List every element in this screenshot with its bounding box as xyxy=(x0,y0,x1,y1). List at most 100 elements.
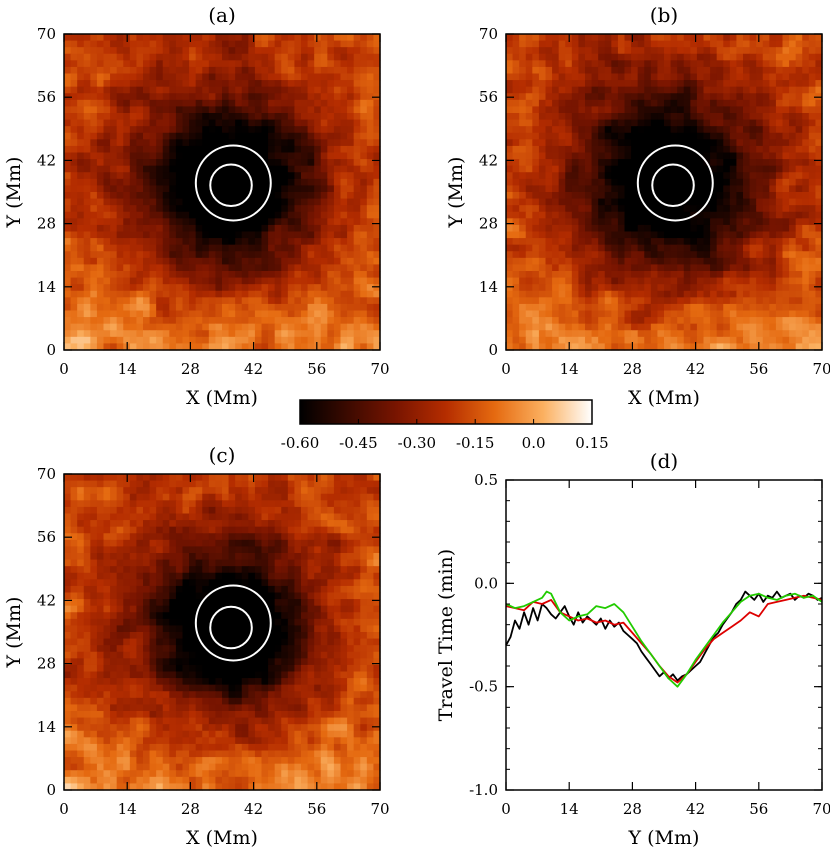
heatmap-cell xyxy=(743,53,751,61)
heatmap-cell xyxy=(519,211,527,219)
heatmap-cell xyxy=(585,165,593,173)
heatmap-cell xyxy=(307,113,315,121)
heatmap-cell xyxy=(143,480,151,488)
heatmap-cell xyxy=(677,310,685,318)
heatmap-cell xyxy=(604,317,612,325)
heatmap-cell xyxy=(532,297,540,305)
heatmap-cell xyxy=(156,185,164,193)
heatmap-cell xyxy=(716,310,724,318)
heatmap-cell xyxy=(129,277,138,285)
heatmap-cell xyxy=(775,290,784,298)
heatmap-cell xyxy=(756,139,764,147)
heatmap-cell xyxy=(129,474,138,482)
heatmap-cell xyxy=(373,119,381,127)
heatmap-cell xyxy=(314,303,322,312)
heatmap-cell xyxy=(775,271,784,279)
heatmap-cell xyxy=(512,106,520,114)
heatmap-cell xyxy=(64,99,72,108)
heatmap-cell xyxy=(347,198,355,206)
heatmap-cell xyxy=(307,251,315,259)
heatmap-cell xyxy=(83,264,91,272)
heatmap-cell xyxy=(143,474,151,482)
heatmap-cell xyxy=(123,297,131,305)
heatmap-cell xyxy=(558,99,566,108)
y-axis-label: Y (Mm) xyxy=(445,157,467,229)
heatmap-cell xyxy=(532,165,540,173)
heatmap-cell xyxy=(591,139,599,147)
heatmap-cell xyxy=(795,132,803,140)
heatmap-cell xyxy=(611,145,619,154)
heatmap-cell xyxy=(558,34,566,42)
heatmap-cell xyxy=(795,60,803,68)
heatmap-cell xyxy=(333,284,342,292)
heatmap-cell xyxy=(756,205,764,213)
heatmap-cell xyxy=(565,277,573,285)
heatmap-cell xyxy=(70,145,78,154)
heatmap-cell xyxy=(320,303,328,312)
heatmap-cell xyxy=(110,132,118,140)
heatmap-cell xyxy=(710,86,718,94)
heatmap-cell xyxy=(525,132,533,140)
heatmap-cell xyxy=(598,277,606,285)
heatmap-cell xyxy=(366,238,375,246)
heatmap-cell xyxy=(736,119,744,127)
heatmap-cell xyxy=(795,271,803,279)
heatmap-cell xyxy=(182,47,190,55)
heatmap-cell xyxy=(254,297,263,305)
heatmap-cell xyxy=(314,264,322,272)
heatmap-cell xyxy=(360,218,368,226)
heatmap-cell xyxy=(373,224,381,233)
heatmap-cell xyxy=(631,238,639,246)
heatmap-cell xyxy=(664,172,672,180)
heatmap-cell xyxy=(815,119,823,127)
y-tick-label: 70 xyxy=(479,25,498,43)
heatmap-cell xyxy=(353,205,361,213)
heatmap-cell xyxy=(512,251,520,259)
heatmap-cell xyxy=(703,244,711,252)
heatmap-cell xyxy=(585,284,593,292)
heatmap-cell xyxy=(558,218,566,226)
heatmap-cell xyxy=(683,218,691,226)
heatmap-cell xyxy=(657,330,665,338)
heatmap-cell xyxy=(795,323,803,331)
heatmap-cell xyxy=(248,480,256,488)
heatmap-cell xyxy=(149,244,157,252)
x-tick-label: 70 xyxy=(812,360,830,378)
heatmap-cell xyxy=(228,218,236,226)
heatmap-cell xyxy=(360,73,368,81)
heatmap-cell xyxy=(215,336,223,345)
heatmap-cell xyxy=(519,330,527,338)
heatmap-cell xyxy=(149,47,157,55)
heatmap-cell xyxy=(195,277,203,285)
heatmap-cell xyxy=(723,93,731,101)
heatmap-cell xyxy=(274,106,282,114)
heatmap-cell xyxy=(222,145,230,154)
heatmap-cell xyxy=(143,500,151,508)
heatmap-cell xyxy=(294,480,302,488)
heatmap-cell xyxy=(538,132,547,140)
heatmap-cell xyxy=(169,277,177,285)
heatmap-cell xyxy=(664,66,672,75)
heatmap-cell xyxy=(775,297,784,305)
heatmap-cell xyxy=(565,231,573,239)
heatmap-cell xyxy=(690,198,698,206)
heatmap-cell xyxy=(169,139,177,147)
heatmap-cell xyxy=(690,264,698,272)
heatmap-cell xyxy=(775,66,784,75)
heatmap-cell xyxy=(347,218,355,226)
heatmap-cell xyxy=(281,257,289,266)
heatmap-cell xyxy=(519,99,527,108)
heatmap-cell xyxy=(360,474,368,482)
heatmap-cell xyxy=(598,284,606,292)
heatmap-cell xyxy=(182,126,190,134)
heatmap-cell xyxy=(538,93,547,101)
heatmap-cell xyxy=(782,264,790,272)
heatmap-cell xyxy=(202,487,210,495)
heatmap-cell xyxy=(340,251,348,259)
heatmap-cell xyxy=(519,40,527,48)
heatmap-cell xyxy=(287,343,296,351)
heatmap-cell xyxy=(578,290,586,298)
heatmap-cell xyxy=(307,139,315,147)
heatmap-cell xyxy=(782,198,790,206)
heatmap-cell xyxy=(723,310,731,318)
